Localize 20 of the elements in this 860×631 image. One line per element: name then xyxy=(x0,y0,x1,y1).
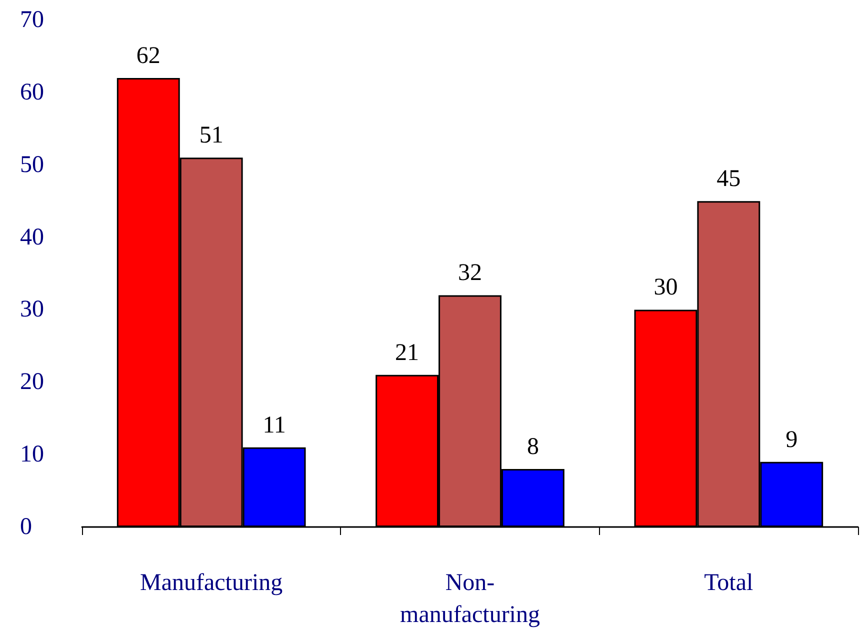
data-label: 11 xyxy=(262,412,286,438)
y-tick-label: 60 xyxy=(20,79,44,106)
data-label: 62 xyxy=(136,42,160,69)
x-tick-label: Non-manufacturing xyxy=(400,570,540,628)
y-tick-label: 0 xyxy=(20,514,32,540)
data-label: 32 xyxy=(458,260,482,286)
y-tick-label: 40 xyxy=(20,224,44,250)
data-label: 45 xyxy=(716,166,741,192)
x-tick-label: Total xyxy=(704,570,754,596)
y-tick-label: 30 xyxy=(20,296,44,323)
data-label: 30 xyxy=(654,274,678,301)
data-label: 21 xyxy=(395,340,420,366)
data-label: 8 xyxy=(526,434,539,460)
x-tick-label: Manufacturing xyxy=(140,570,283,596)
data-label: 9 xyxy=(786,426,798,453)
y-tick-label: 70 xyxy=(20,7,44,33)
y-tick-label: 10 xyxy=(20,442,44,468)
data-label: 51 xyxy=(199,122,224,149)
y-tick-label: 50 xyxy=(20,152,44,178)
y-tick-label: 20 xyxy=(20,369,44,396)
